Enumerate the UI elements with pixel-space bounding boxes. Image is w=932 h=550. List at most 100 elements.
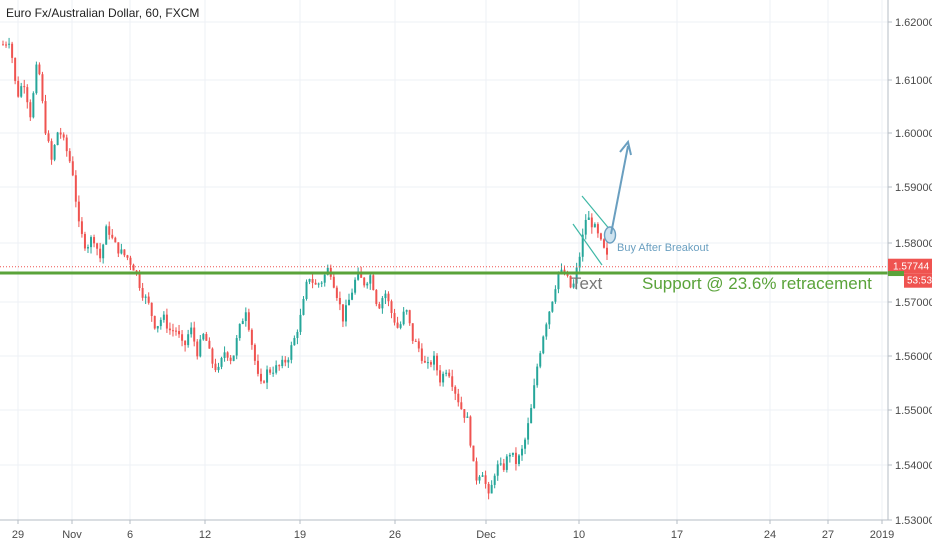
candle-body [178, 331, 181, 335]
candle-body [99, 248, 102, 259]
candle-body [517, 455, 520, 464]
candle-body [335, 287, 338, 298]
candle-body [502, 463, 505, 470]
candle-body [111, 234, 114, 238]
candle-body [77, 201, 80, 222]
candle-body [38, 64, 41, 75]
candle-body [253, 344, 256, 361]
support-axis-marker [888, 271, 904, 277]
candle-body [53, 145, 56, 160]
candle-body [144, 296, 147, 298]
candle-body [299, 314, 302, 332]
candle-body [229, 357, 232, 361]
support-label: Support @ 23.6% retracement [642, 274, 872, 293]
candle-body [153, 316, 156, 329]
candle-body [426, 362, 429, 364]
candle-body [457, 393, 460, 403]
candle-body [323, 274, 326, 283]
candle-body [44, 101, 47, 134]
candle-body [147, 296, 150, 303]
candle-body [360, 271, 363, 278]
candle-body [86, 247, 89, 249]
candle-body [266, 369, 269, 383]
candle-body [372, 275, 375, 291]
candle-body [408, 310, 411, 324]
candle-body [599, 233, 602, 240]
candle-body [14, 57, 17, 81]
candle-body [175, 330, 178, 332]
x-tick-label: 24 [764, 529, 776, 541]
candle-body [50, 141, 53, 160]
candle-body [244, 312, 247, 322]
candle-body [290, 345, 293, 360]
x-tick-label: 27 [822, 529, 834, 541]
overlays [0, 139, 894, 275]
x-tick-label: 17 [671, 529, 683, 541]
candle-body [320, 282, 323, 284]
candle-body [296, 331, 299, 339]
candle-body [451, 376, 454, 387]
candle-body [463, 409, 466, 418]
candle-body [129, 257, 132, 265]
candle-body [527, 423, 530, 440]
candle-body [272, 372, 275, 374]
candle-body [499, 463, 502, 465]
candle-body [284, 359, 287, 363]
candle-body [32, 93, 35, 118]
candle-body [514, 452, 517, 464]
candle-body [405, 310, 408, 312]
candle-body [332, 276, 335, 288]
candle-body [533, 385, 536, 409]
x-tick-label: Dec [476, 529, 496, 541]
candle-body [393, 313, 396, 323]
y-tick-label: 1.60000 [895, 128, 932, 140]
candle-body [269, 369, 272, 373]
y-tick-label: 1.54000 [895, 460, 932, 472]
candle-body [11, 43, 14, 58]
candle-body [287, 359, 290, 363]
x-tick-label: 26 [389, 529, 401, 541]
candle-body [505, 456, 508, 470]
text-annotation: Text [571, 274, 602, 293]
candle-body [123, 249, 126, 256]
last-price-badge-text: 1.57744 [893, 262, 930, 273]
candle-body [256, 360, 259, 374]
candle-body [348, 299, 351, 306]
candle-body [387, 293, 390, 302]
candle-body [8, 43, 11, 45]
candle-body [117, 242, 120, 254]
candle-body [2, 44, 4, 46]
candle-body [606, 247, 608, 255]
candle-body [596, 224, 599, 234]
candle-body [472, 445, 475, 462]
candle-body [511, 452, 514, 455]
candle-body [536, 366, 539, 386]
x-tick-label: 19 [294, 529, 306, 541]
candle-body [560, 269, 563, 272]
candle-body [581, 234, 584, 257]
candle-body [120, 249, 123, 254]
candle-body [184, 340, 187, 346]
candle-body [466, 416, 469, 418]
countdown-badge [904, 273, 932, 288]
candle-body [93, 237, 96, 244]
candle-body [384, 293, 387, 299]
candle-body [584, 219, 587, 235]
candle-body [65, 137, 68, 152]
candle-body [74, 175, 77, 202]
candle-body [223, 352, 226, 358]
candle-body [165, 314, 168, 329]
candle-body [26, 87, 29, 103]
candle-body [411, 323, 414, 341]
candle-body [593, 224, 596, 228]
candle-body [357, 271, 360, 280]
candle-body [484, 475, 487, 484]
candle-body [235, 338, 238, 356]
candle-body [423, 360, 426, 363]
candle-body [196, 341, 199, 357]
candle-body [132, 264, 135, 271]
candle-body [214, 363, 217, 371]
